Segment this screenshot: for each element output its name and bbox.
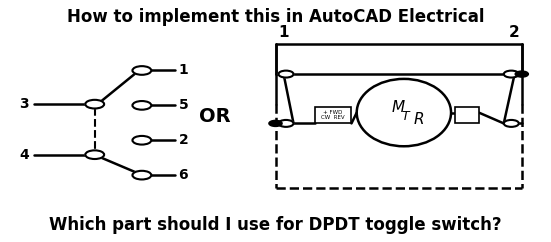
Text: 5: 5 xyxy=(179,98,188,112)
Circle shape xyxy=(278,71,294,77)
Text: 4: 4 xyxy=(19,148,29,162)
Text: $R$: $R$ xyxy=(413,111,424,127)
Circle shape xyxy=(132,136,152,144)
Circle shape xyxy=(132,101,152,110)
Circle shape xyxy=(515,71,528,77)
Text: OR: OR xyxy=(199,107,231,126)
Text: + FWD: + FWD xyxy=(323,110,343,115)
Text: 2: 2 xyxy=(179,133,188,147)
Circle shape xyxy=(269,120,282,126)
Circle shape xyxy=(504,71,519,77)
Text: $T$: $T$ xyxy=(401,110,412,123)
Circle shape xyxy=(85,100,104,108)
FancyBboxPatch shape xyxy=(315,106,352,123)
Text: 1: 1 xyxy=(278,25,289,40)
Circle shape xyxy=(132,66,152,75)
Text: 6: 6 xyxy=(179,168,188,182)
Circle shape xyxy=(504,120,519,127)
Text: How to implement this in AutoCAD Electrical: How to implement this in AutoCAD Electri… xyxy=(67,8,484,26)
Text: 2: 2 xyxy=(509,25,519,40)
Circle shape xyxy=(85,150,104,159)
Text: Which part should I use for DPDT toggle switch?: Which part should I use for DPDT toggle … xyxy=(49,216,502,234)
Circle shape xyxy=(278,120,294,127)
Text: 3: 3 xyxy=(20,97,29,111)
Text: $M$: $M$ xyxy=(391,98,406,114)
Circle shape xyxy=(132,171,152,180)
Text: CW  REV: CW REV xyxy=(321,115,345,120)
FancyBboxPatch shape xyxy=(455,106,479,123)
Text: 1: 1 xyxy=(179,63,188,77)
